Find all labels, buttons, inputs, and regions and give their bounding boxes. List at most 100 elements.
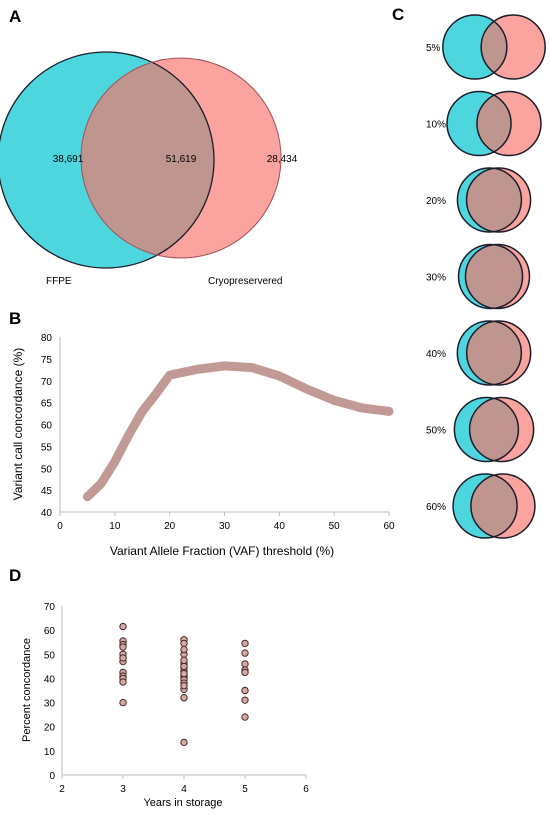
venn-threshold-item: 60% <box>426 473 536 539</box>
d-data-point <box>119 622 127 631</box>
panel-label-b: B <box>9 309 21 328</box>
venn-threshold-cryo-outline <box>468 396 535 463</box>
d-data-point <box>119 698 127 707</box>
d-data-point <box>180 738 188 747</box>
venn-threshold-item: 5% <box>426 14 546 80</box>
b-x-tick-label: 10 <box>109 521 121 532</box>
panel-label-a: A <box>9 7 21 26</box>
d-data-point <box>119 678 127 686</box>
d-data-point <box>119 654 127 662</box>
d-x-tick-label: 4 <box>181 784 187 795</box>
d-y-axis-title: Percent concordance <box>21 638 33 742</box>
d-data-point <box>241 668 249 677</box>
b-x-tick-label: 60 <box>383 521 395 532</box>
venn-threshold-label: 5% <box>426 43 441 54</box>
d-data-point <box>241 639 249 648</box>
panel-label-d: D <box>9 566 21 585</box>
venn-threshold-item: 10% <box>426 90 542 157</box>
venn-overlap <box>81 58 214 258</box>
b-x-tick-label: 20 <box>164 521 176 532</box>
venn-threshold-ffpe-outline <box>452 473 518 539</box>
venn-threshold-cryo-outline <box>465 320 532 386</box>
d-data-point <box>241 696 249 704</box>
d-x-tick-label: 5 <box>242 784 248 795</box>
d-y-tick-label: 70 <box>44 602 56 613</box>
venn-threshold-overlap <box>465 244 523 309</box>
d-y-tick-label: 60 <box>44 626 56 637</box>
d-data-point <box>241 686 249 695</box>
venn-threshold-item: 20% <box>426 167 532 233</box>
venn-threshold-label: 20% <box>426 196 446 207</box>
d-y-tick-label: 20 <box>44 723 56 734</box>
b-x-tick-label: 50 <box>329 521 341 532</box>
d-y-tick-label: 50 <box>44 650 56 661</box>
b-y-tick-label: 45 <box>41 486 53 497</box>
venn-cryo-label: Cryopreservered <box>208 276 282 287</box>
venn-threshold-label: 10% <box>426 120 446 131</box>
venn-diagram <box>0 51 282 269</box>
venn-threshold-ffpe-outline <box>453 396 520 463</box>
d-data-point <box>180 645 188 654</box>
venn-threshold-label: 30% <box>426 273 446 284</box>
venn-threshold-ffpe-outline <box>456 167 523 233</box>
b-y-tick-label: 80 <box>41 333 53 344</box>
venn-threshold-item: 50% <box>426 396 535 463</box>
venn-threshold-ffpe-outline <box>442 14 508 80</box>
concordance-line-chart: 0 10 20 30 40 50 60 40 45 50 55 60 65 70 75 80 Variant … <box>11 333 395 558</box>
d-data-point <box>241 649 249 657</box>
d-y-tick-label: 30 <box>44 699 56 710</box>
venn-ffpe-only-value: 38,691 <box>53 154 84 165</box>
venn-threshold-cryo-outline <box>465 167 532 233</box>
d-x-axis-title: Years in storage <box>143 797 222 809</box>
d-data-point <box>180 662 188 671</box>
d-y-tick-label: 10 <box>44 747 56 758</box>
venn-threshold-item: 30% <box>426 243 531 310</box>
b-x-tick-label: 40 <box>274 521 286 532</box>
venn-threshold-ffpe-outline <box>456 320 523 386</box>
b-y-tick-label: 75 <box>41 355 53 366</box>
venn-threshold-item: 40% <box>426 320 532 386</box>
panel-label-c: C <box>392 5 404 24</box>
d-y-tick-label: 40 <box>44 674 56 685</box>
venn-threshold-cryo-outline <box>480 14 546 80</box>
venn-ffpe-outline <box>0 51 215 269</box>
b-y-axis-title: Variant call concordance (%) <box>11 348 25 501</box>
b-y-tick-label: 60 <box>41 421 53 432</box>
d-data-point <box>180 669 188 678</box>
b-x-tick-label: 0 <box>57 521 63 532</box>
venn-threshold-overlap <box>466 168 522 232</box>
d-x-tick-label: 3 <box>120 784 126 795</box>
venn-ffpe-label: FFPE <box>46 276 72 287</box>
d-data-point <box>180 639 188 648</box>
d-data-point <box>180 656 188 665</box>
d-data-point <box>119 643 127 651</box>
b-y-tick-label: 40 <box>41 508 53 519</box>
b-series-line <box>82 361 394 502</box>
venn-threshold-overlap <box>466 321 522 385</box>
venn-threshold-cryo-outline <box>470 473 536 539</box>
venn-cryo-outline <box>80 57 282 259</box>
d-data-point <box>241 713 249 721</box>
venn-threshold-label: 60% <box>426 502 446 513</box>
venn-threshold-cryo-outline <box>464 243 531 310</box>
b-y-tick-label: 65 <box>41 399 53 410</box>
b-y-tick-label: 70 <box>41 377 53 388</box>
d-x-tick-label: 2 <box>59 784 65 795</box>
b-y-tick-label: 50 <box>41 464 53 475</box>
d-data-point <box>180 694 188 702</box>
b-y-tick-label: 55 <box>41 442 53 453</box>
d-y-tick-label: 0 <box>49 771 55 782</box>
b-x-axis-title: Variant Allele Fraction (VAF) threshold … <box>110 544 334 558</box>
venn-threshold-overlap <box>470 474 518 538</box>
b-x-tick-label: 30 <box>219 521 231 532</box>
venn-threshold-cryo-outline <box>476 90 542 157</box>
venn-threshold-label: 50% <box>426 426 446 437</box>
venn-threshold-overlap <box>481 15 507 79</box>
venn-cryo-only-value: 28,434 <box>267 154 298 165</box>
d-data-point <box>180 681 188 690</box>
d-data-point <box>241 660 249 668</box>
d-x-tick-label: 6 <box>303 784 309 795</box>
venn-threshold-label: 40% <box>426 349 446 360</box>
